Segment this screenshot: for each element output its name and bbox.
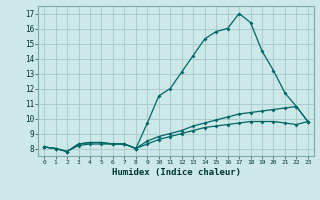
X-axis label: Humidex (Indice chaleur): Humidex (Indice chaleur) [111, 168, 241, 177]
